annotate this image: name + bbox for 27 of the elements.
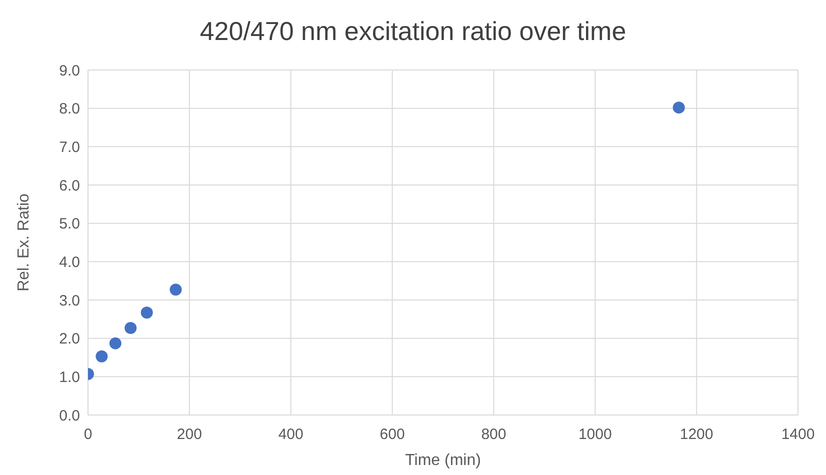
x-tick-label: 800 bbox=[481, 426, 506, 443]
y-tick-label: 0.0 bbox=[59, 407, 80, 424]
x-axis-title: Time (min) bbox=[405, 452, 481, 469]
point bbox=[124, 322, 137, 334]
y-tick-label: 4.0 bbox=[59, 254, 80, 271]
chart-title: 420/470 nm excitation ratio over time bbox=[198, 15, 628, 48]
x-tick-label: 200 bbox=[176, 426, 202, 443]
y-tick-label: 5.0 bbox=[59, 216, 80, 233]
point bbox=[109, 337, 122, 350]
y-tick-label: 2.0 bbox=[59, 330, 80, 348]
y-tick-label: 1.0 bbox=[59, 368, 80, 386]
y-tick-label: 7.0 bbox=[59, 138, 80, 156]
y-axis-title: Rel. Ex. Ratio bbox=[16, 193, 33, 292]
y-tick-label: 3.0 bbox=[59, 292, 80, 310]
point bbox=[672, 102, 685, 114]
x-tick-label: 0 bbox=[84, 426, 92, 443]
y-tick-label: 9.0 bbox=[59, 62, 80, 80]
x-tick-label: 1000 bbox=[578, 426, 612, 443]
x-tick-label: 400 bbox=[278, 426, 304, 443]
y-tick-label: 8.0 bbox=[59, 100, 80, 118]
point bbox=[170, 284, 182, 296]
x-tick-label: 1400 bbox=[781, 426, 815, 443]
point bbox=[96, 350, 108, 362]
y-tick-label: 6.0 bbox=[59, 177, 80, 194]
point bbox=[140, 306, 153, 319]
x-tick-label: 1200 bbox=[680, 426, 714, 443]
x-tick-label: 600 bbox=[380, 426, 405, 443]
